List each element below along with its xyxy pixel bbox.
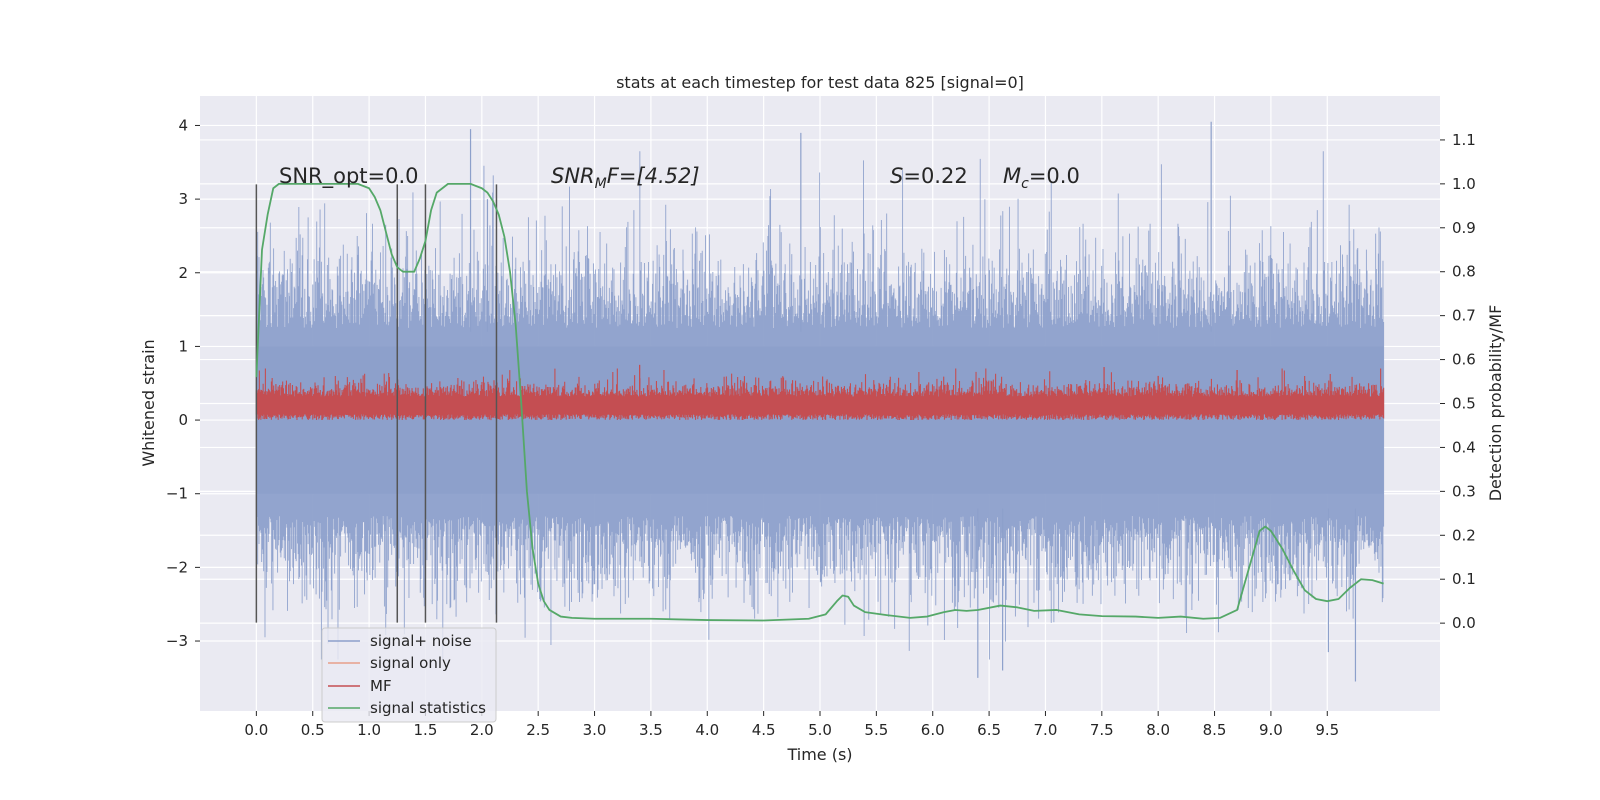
x-axis: 0.0 0.5 1.0 1.5 2.0 2.5 3.0 3.5 4.0 4.5 5.0 5.5 6.0 6…	[244, 711, 1339, 739]
y-axis-right: 1.1 1.0 0.9 0.8 0.7 0.6 0.5 0.4 0.3 0.2 0.1 0.0	[1440, 131, 1476, 632]
legend-label-signal-only: signal only	[370, 654, 451, 672]
y2-axis-label: Detection probability/MF	[1486, 305, 1505, 502]
x-tick-label: 0.5	[301, 721, 325, 739]
y2-tick-label: 0.8	[1452, 263, 1476, 281]
x-tick-label: 5.5	[864, 721, 888, 739]
annotation-mc: Mc=0.0	[1003, 164, 1080, 192]
y-tick-label: −1	[166, 485, 188, 503]
annotation-snr-mf: SNRMF=[4.52]	[551, 164, 700, 192]
y2-tick-label: 0.6	[1452, 351, 1476, 369]
x-tick-label: 9.5	[1315, 721, 1339, 739]
y2-tick-label: 0.1	[1452, 570, 1476, 588]
y2-tick-label: 0.2	[1452, 526, 1476, 544]
y-tick-label: 3	[178, 190, 188, 208]
legend-label-signal-noise: signal+ noise	[370, 632, 472, 650]
y-tick-label: −3	[166, 632, 188, 650]
y2-tick-label: 1.1	[1452, 131, 1476, 149]
y-axis-left: 4 3 2 1 0 −1 −2 −3	[166, 116, 200, 650]
legend: signal+ noise signal only MF signal stat…	[321, 627, 497, 723]
x-tick-label: 2.0	[470, 721, 494, 739]
x-tick-label: 4.0	[695, 721, 719, 739]
x-tick-label: 0.0	[244, 721, 268, 739]
legend-box	[321, 627, 497, 723]
signal-noise-core	[256, 346, 1384, 494]
annotation-s: S=0.22	[890, 164, 968, 188]
y-tick-label: 1	[178, 337, 188, 355]
x-tick-label: 9.0	[1259, 721, 1283, 739]
y2-tick-label: 0.5	[1452, 395, 1476, 413]
chart-title: stats at each timestep for test data 825…	[616, 73, 1024, 92]
y2-tick-label: 0.3	[1452, 482, 1476, 500]
signal-statistics-line	[255, 182, 1384, 622]
x-tick-label: 8.5	[1203, 721, 1227, 739]
signal-statistics-trace	[255, 182, 1384, 622]
y-tick-label: 4	[178, 116, 188, 134]
x-tick-label: 8.0	[1146, 721, 1170, 739]
y-tick-label: 2	[178, 264, 188, 282]
y-tick-label: −2	[166, 558, 188, 576]
y-axis-label: Whitened strain	[139, 339, 158, 466]
x-tick-label: 1.5	[414, 721, 438, 739]
y2-tick-label: 0.4	[1452, 438, 1476, 456]
legend-label-mf: MF	[370, 677, 392, 695]
legend-label-signal-statistics: signal statistics	[370, 699, 486, 717]
y2-tick-label: 0.7	[1452, 307, 1476, 325]
x-tick-label: 1.0	[357, 721, 381, 739]
y2-tick-label: 0.9	[1452, 219, 1476, 237]
x-tick-label: 3.5	[639, 721, 663, 739]
mf-core	[256, 397, 1384, 415]
y2-tick-label: 0.0	[1452, 614, 1476, 632]
signal-noise-trace	[255, 121, 1385, 682]
x-tick-label: 3.0	[583, 721, 607, 739]
x-tick-label: 7.5	[1090, 721, 1114, 739]
x-tick-label: 5.0	[808, 721, 832, 739]
x-tick-label: 7.0	[1034, 721, 1058, 739]
annotation-snr-opt: SNR_opt=0.0	[279, 164, 419, 189]
y2-tick-label: 1.0	[1452, 175, 1476, 193]
x-axis-label: Time (s)	[786, 745, 852, 764]
y-tick-label: 0	[178, 411, 188, 429]
x-tick-label: 6.5	[977, 721, 1001, 739]
x-tick-label: 2.5	[526, 721, 550, 739]
x-tick-label: 4.5	[752, 721, 776, 739]
vertical-markers	[255, 184, 498, 623]
x-tick-label: 6.0	[921, 721, 945, 739]
